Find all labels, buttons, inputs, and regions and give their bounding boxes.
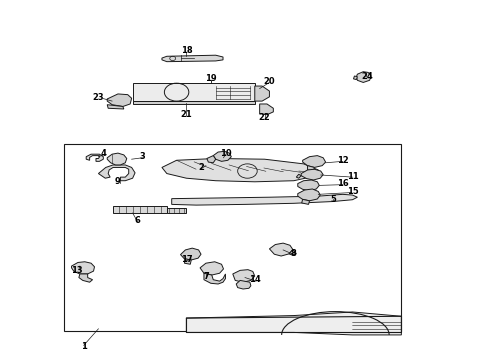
- Polygon shape: [79, 274, 93, 282]
- Polygon shape: [289, 249, 296, 255]
- Text: 12: 12: [337, 156, 348, 165]
- Polygon shape: [236, 280, 251, 289]
- Polygon shape: [204, 273, 225, 284]
- Text: 24: 24: [361, 72, 373, 81]
- Polygon shape: [308, 166, 315, 171]
- Polygon shape: [302, 199, 310, 204]
- Polygon shape: [303, 156, 326, 167]
- Polygon shape: [200, 262, 223, 275]
- Text: 20: 20: [264, 77, 275, 86]
- Text: 9: 9: [115, 177, 121, 186]
- Polygon shape: [86, 154, 103, 161]
- Text: 3: 3: [140, 152, 145, 161]
- Text: 11: 11: [346, 172, 358, 181]
- Polygon shape: [107, 153, 127, 165]
- Polygon shape: [184, 259, 191, 264]
- Polygon shape: [213, 151, 231, 161]
- Polygon shape: [162, 158, 318, 182]
- Polygon shape: [260, 104, 273, 115]
- Text: 14: 14: [249, 275, 261, 284]
- Text: 18: 18: [180, 46, 192, 55]
- Text: 15: 15: [346, 187, 358, 196]
- Polygon shape: [298, 189, 320, 201]
- Text: 16: 16: [337, 179, 348, 188]
- Polygon shape: [255, 86, 270, 101]
- Text: 13: 13: [71, 266, 82, 275]
- Text: 6: 6: [135, 216, 141, 225]
- Polygon shape: [172, 194, 357, 205]
- Text: 23: 23: [93, 93, 104, 102]
- Text: 10: 10: [220, 149, 231, 158]
- Text: 4: 4: [100, 149, 106, 158]
- Polygon shape: [353, 76, 357, 80]
- Polygon shape: [298, 180, 319, 191]
- Text: 21: 21: [180, 110, 192, 119]
- Polygon shape: [113, 206, 167, 213]
- Polygon shape: [180, 248, 201, 260]
- Polygon shape: [107, 94, 132, 107]
- Text: 5: 5: [330, 195, 336, 204]
- Text: 1: 1: [81, 342, 87, 351]
- Text: 17: 17: [180, 255, 192, 264]
- Polygon shape: [98, 165, 135, 181]
- Text: 8: 8: [291, 249, 297, 258]
- Text: 19: 19: [205, 75, 217, 84]
- Text: 2: 2: [198, 163, 204, 172]
- Polygon shape: [233, 270, 255, 282]
- Polygon shape: [162, 55, 223, 62]
- Polygon shape: [107, 105, 124, 109]
- Text: 22: 22: [259, 113, 270, 122]
- Bar: [64, 144, 401, 330]
- Text: 7: 7: [203, 272, 209, 281]
- Polygon shape: [296, 174, 301, 178]
- Polygon shape: [356, 72, 371, 82]
- Polygon shape: [72, 262, 95, 274]
- Polygon shape: [167, 208, 186, 213]
- Polygon shape: [207, 156, 216, 163]
- Polygon shape: [270, 243, 293, 256]
- Polygon shape: [301, 169, 323, 180]
- Polygon shape: [133, 101, 255, 104]
- Polygon shape: [186, 312, 401, 335]
- Polygon shape: [133, 83, 255, 101]
